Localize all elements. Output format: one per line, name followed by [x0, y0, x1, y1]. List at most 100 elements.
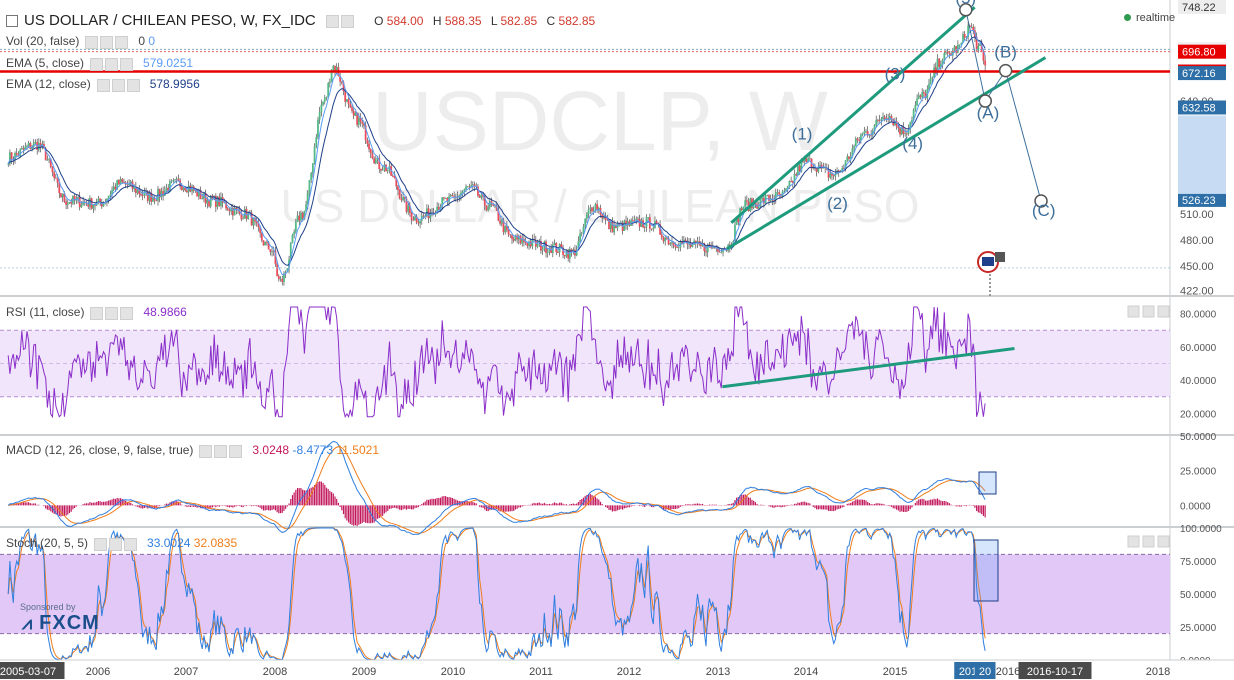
channel-line[interactable]: [726, 56, 1047, 251]
candle-body: [344, 91, 347, 102]
eye-icon[interactable]: [94, 537, 108, 551]
projection-point[interactable]: [959, 3, 973, 17]
candle-body: [878, 120, 881, 121]
candle-body: [90, 198, 93, 209]
eye-icon[interactable]: [85, 35, 99, 49]
candle-body: [483, 196, 486, 206]
vol-buttons[interactable]: [85, 35, 130, 49]
candle-body: [786, 186, 789, 189]
projection-point[interactable]: [998, 63, 1013, 78]
candle-body: [272, 250, 275, 252]
event-markers[interactable]: [977, 251, 1170, 548]
eye-icon[interactable]: [96, 78, 110, 92]
candle-body: [397, 186, 399, 191]
indicator-tick-label: 80.0000: [1180, 310, 1217, 321]
gear-icon[interactable]: [214, 444, 228, 458]
close-icon[interactable]: [120, 57, 134, 71]
candle-body: [233, 207, 236, 216]
candle-body: [240, 213, 243, 220]
fxcm-logo[interactable]: ⩘ FXCM: [22, 612, 100, 635]
candle-body: [39, 143, 42, 148]
rsi-legend[interactable]: RSI (11, close) 48.9866: [6, 305, 187, 320]
candle-body: [897, 126, 900, 129]
stoch-legend[interactable]: Stoch (20, 5, 5) 33.0024 32.0835: [6, 536, 237, 551]
candle-body: [885, 118, 888, 120]
watermark-name: US DOLLAR / CHILEAN PESO: [280, 180, 919, 232]
wave-label: (C): [1032, 201, 1056, 220]
candle-body: [494, 205, 496, 207]
macd-legend[interactable]: MACD (12, 26, close, 9, false, true) 3.02…: [6, 443, 379, 458]
settings-icon[interactable]: [325, 15, 339, 29]
candle-body: [487, 207, 490, 211]
candle-body: [174, 179, 176, 181]
macd-line: [7, 440, 986, 536]
ema12-legend[interactable]: EMA (12, close) 578.9956: [6, 77, 200, 92]
vol-legend[interactable]: Vol (20, false) 0 0: [6, 34, 155, 49]
stoch-buttons[interactable]: [94, 537, 139, 551]
candle-body: [669, 243, 672, 245]
macd-highlight-box[interactable]: [978, 471, 997, 495]
close-icon[interactable]: [120, 306, 134, 320]
ema5-value: 579.0251: [143, 56, 194, 70]
macd-buttons[interactable]: [199, 444, 244, 458]
gear-icon[interactable]: [105, 57, 119, 71]
candle-body: [635, 218, 638, 222]
projection-path[interactable]: [965, 9, 1042, 202]
candle-body: [928, 83, 930, 90]
gear-icon[interactable]: [105, 306, 119, 320]
candle-body: [305, 204, 307, 212]
ema5-buttons[interactable]: [90, 57, 135, 71]
candle-body: [148, 192, 151, 201]
eye-icon[interactable]: [90, 57, 104, 71]
rsi-trendline[interactable]: [722, 347, 1015, 389]
time-tick-label: 2012: [617, 666, 641, 678]
stoch-highlight-box[interactable]: [973, 539, 999, 602]
candle-body: [785, 188, 787, 191]
ohlc-close: 582.85: [558, 14, 596, 28]
candle-body: [500, 220, 503, 224]
candle-body: [625, 220, 627, 226]
ema12-buttons[interactable]: [96, 78, 142, 92]
candle-body: [664, 237, 667, 242]
eye-icon[interactable]: [90, 306, 104, 320]
candle-body: [328, 81, 331, 84]
pane-control-icon[interactable]: [1142, 535, 1155, 548]
close-icon[interactable]: [229, 444, 243, 458]
wave-projection[interactable]: [959, 3, 1048, 208]
candle-body: [778, 192, 781, 195]
rsi-buttons[interactable]: [90, 306, 135, 320]
pane-control-icon[interactable]: [1157, 305, 1170, 318]
candle-body: [851, 148, 854, 157]
candle-body: [228, 210, 231, 212]
pane-control-icon[interactable]: [1127, 535, 1140, 548]
candle-body: [259, 227, 262, 233]
candle-body: [250, 212, 253, 226]
gear-icon[interactable]: [111, 78, 125, 92]
candle-body: [677, 247, 680, 249]
title-buttons[interactable]: [325, 13, 356, 30]
close-icon[interactable]: [124, 537, 138, 551]
gear-icon[interactable]: [109, 537, 123, 551]
close-icon[interactable]: [115, 35, 129, 49]
indicator-tick-label: 60.0000: [1180, 343, 1217, 354]
candle-body: [563, 254, 566, 257]
trend-channel[interactable]: [726, 6, 1047, 251]
candle-body: [708, 244, 711, 246]
collapse-icon[interactable]: [6, 15, 18, 28]
gear-icon[interactable]: [100, 35, 114, 49]
ohlc-close-key: C: [546, 14, 556, 28]
channel-line[interactable]: [730, 6, 976, 224]
pane-control-icon[interactable]: [1127, 305, 1140, 318]
ema5-legend[interactable]: EMA (5, close) 579.0251: [6, 56, 193, 71]
candle-body: [917, 95, 920, 99]
eye-icon[interactable]: [199, 444, 213, 458]
pane-control-icon[interactable]: [1142, 305, 1155, 318]
candle-body: [865, 131, 867, 132]
candle-body: [803, 158, 806, 162]
projection-point[interactable]: [1034, 194, 1048, 208]
projection-point[interactable]: [978, 94, 993, 108]
close-icon[interactable]: [126, 78, 140, 92]
pane-control-icon[interactable]: [1157, 535, 1170, 548]
format-icon[interactable]: [340, 15, 354, 29]
